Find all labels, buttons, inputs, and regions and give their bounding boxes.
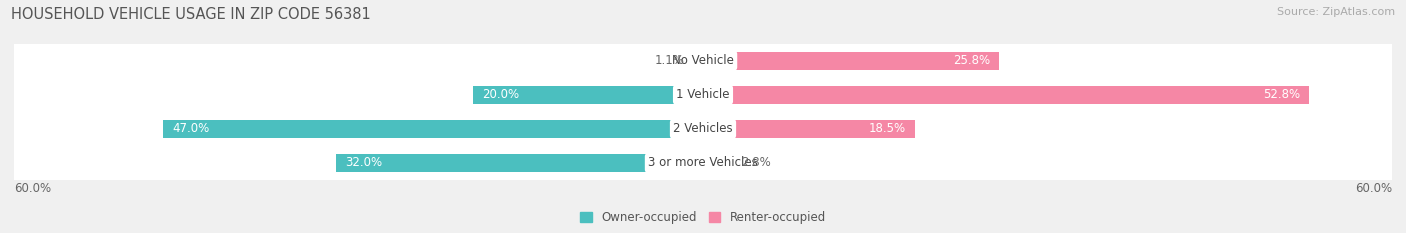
Text: 2 Vehicles: 2 Vehicles [673, 122, 733, 135]
Text: 20.0%: 20.0% [482, 88, 520, 101]
Text: 1.1%: 1.1% [655, 54, 685, 67]
Text: Source: ZipAtlas.com: Source: ZipAtlas.com [1277, 7, 1395, 17]
Bar [703, 86, 1309, 104]
Text: 60.0%: 60.0% [1355, 182, 1392, 195]
Bar [14, 112, 1392, 146]
Bar [14, 78, 1392, 112]
Bar [703, 52, 1000, 70]
Text: HOUSEHOLD VEHICLE USAGE IN ZIP CODE 56381: HOUSEHOLD VEHICLE USAGE IN ZIP CODE 5638… [11, 7, 371, 22]
Bar [14, 146, 1392, 180]
Text: 47.0%: 47.0% [173, 122, 209, 135]
Legend: Owner-occupied, Renter-occupied: Owner-occupied, Renter-occupied [575, 206, 831, 229]
Text: No Vehicle: No Vehicle [672, 54, 734, 67]
Text: 3 or more Vehicles: 3 or more Vehicles [648, 157, 758, 169]
Text: 1 Vehicle: 1 Vehicle [676, 88, 730, 101]
Text: 32.0%: 32.0% [344, 157, 382, 169]
Text: 2.8%: 2.8% [741, 157, 770, 169]
Bar [336, 154, 703, 172]
Text: 25.8%: 25.8% [953, 54, 990, 67]
Bar [690, 52, 703, 70]
Bar [703, 154, 735, 172]
Text: 52.8%: 52.8% [1263, 88, 1301, 101]
Bar [14, 44, 1392, 78]
Bar [703, 120, 915, 138]
Bar [474, 86, 703, 104]
Bar [163, 120, 703, 138]
Text: 60.0%: 60.0% [14, 182, 51, 195]
Text: 18.5%: 18.5% [869, 122, 907, 135]
